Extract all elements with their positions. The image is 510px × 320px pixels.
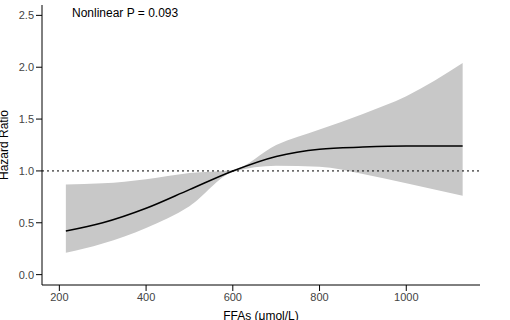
svg-text:1.0: 1.0 [19, 165, 34, 177]
svg-text:0.0: 0.0 [19, 269, 34, 281]
svg-text:1.5: 1.5 [19, 113, 34, 125]
svg-text:2.0: 2.0 [19, 61, 34, 73]
svg-text:Hazard Ratio: Hazard Ratio [8, 110, 11, 180]
svg-text:FFAs (μmol/L): FFAs (μmol/L) [223, 309, 299, 320]
svg-text:0.5: 0.5 [19, 217, 34, 229]
svg-text:200: 200 [50, 291, 68, 303]
svg-text:1000: 1000 [394, 291, 418, 303]
svg-text:600: 600 [224, 291, 242, 303]
html-text:Nonlinear P = 0.093: Nonlinear P = 0.093 [72, 6, 179, 20]
svg-text:800: 800 [310, 291, 328, 303]
svg-text:2.5: 2.5 [19, 9, 34, 21]
svg-text:400: 400 [137, 291, 155, 303]
